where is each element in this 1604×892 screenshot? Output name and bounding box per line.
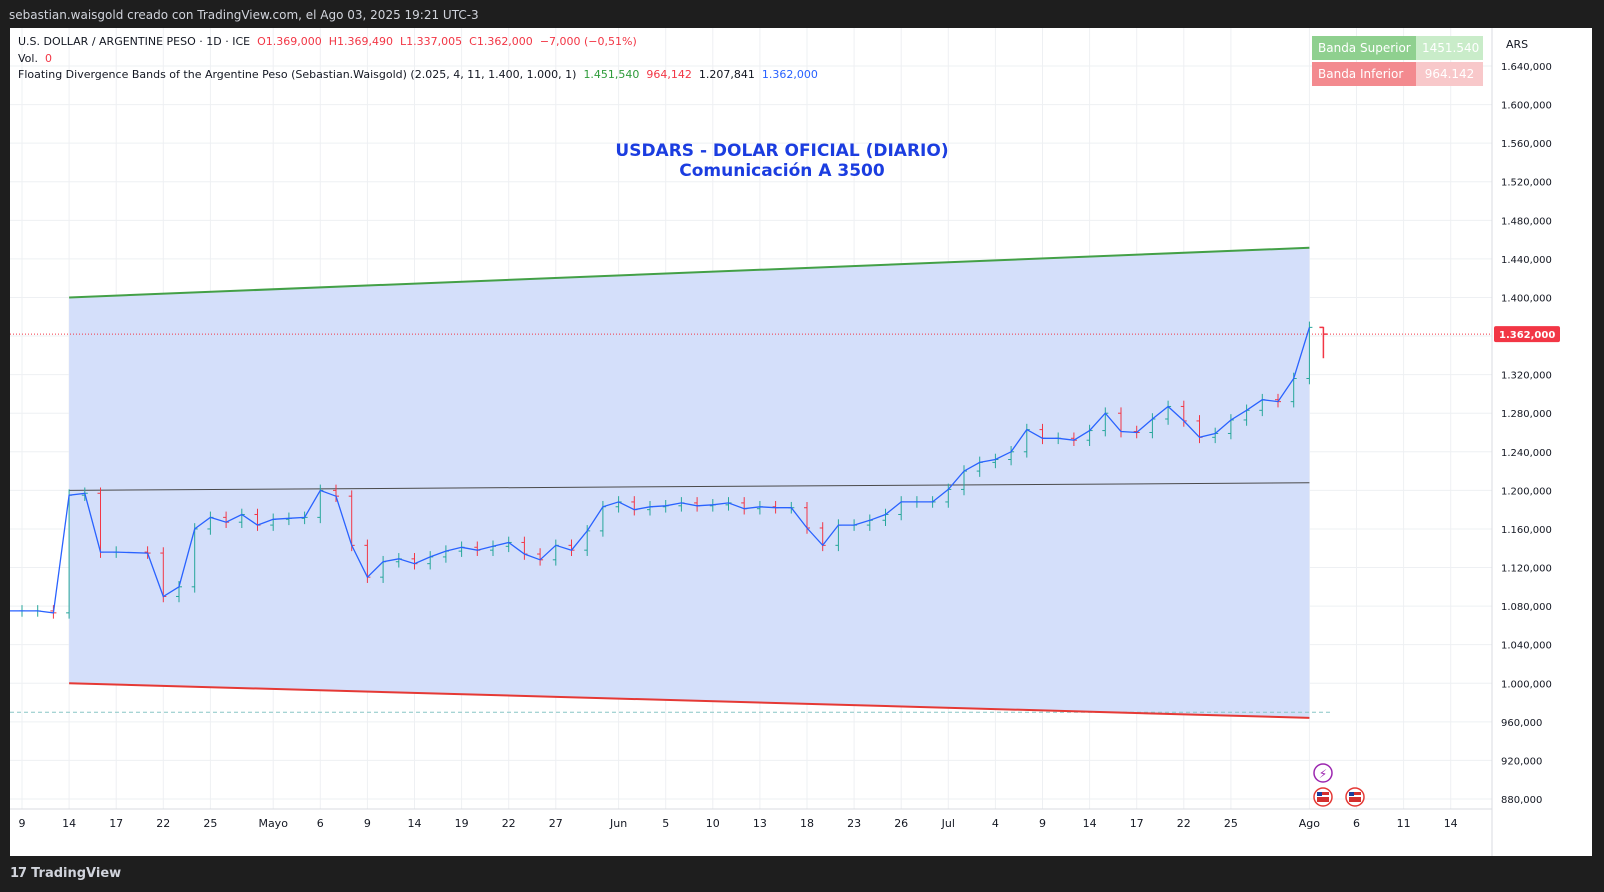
x-tick-label: 22 xyxy=(156,817,170,830)
y-tick-label: 1.600,000 xyxy=(1501,101,1552,112)
open-value: O1.369,000 xyxy=(257,35,322,48)
indicator-mid-value: 1.207,841 xyxy=(698,68,755,81)
x-tick-label: Mayo xyxy=(258,817,288,830)
y-tick-label: 1.560,000 xyxy=(1501,139,1552,150)
y-tick-label: 1.040,000 xyxy=(1501,641,1552,652)
x-tick-label: 22 xyxy=(1177,817,1191,830)
mid-band-line xyxy=(69,482,1310,491)
legend: U.S. DOLLAR / ARGENTINE PESO · 1D · ICE … xyxy=(18,34,818,84)
x-tick-label: 23 xyxy=(847,817,861,830)
x-tick-label: 9 xyxy=(364,817,371,830)
x-tick-label: 6 xyxy=(1353,817,1360,830)
y-tick-label: 1.480,000 xyxy=(1501,216,1552,227)
y-tick-label: 1.400,000 xyxy=(1501,293,1552,304)
last-price-label: 1.362,000 xyxy=(1499,330,1555,341)
y-tick-label: 960,000 xyxy=(1501,718,1542,729)
x-tick-label: 14 xyxy=(408,817,422,830)
chart-subtitle: Comunicación A 3500 xyxy=(679,161,885,181)
y-tick-label: 880,000 xyxy=(1501,795,1542,806)
y-tick-label: 1.240,000 xyxy=(1501,448,1552,459)
x-tick-label: 17 xyxy=(109,817,123,830)
tradingview-logo[interactable]: 17 TradingView xyxy=(10,866,121,881)
x-tick-label: 17 xyxy=(1130,817,1144,830)
y-tick-label: 1.000,000 xyxy=(1501,679,1552,690)
upper-band-value: 1451.540 xyxy=(1416,36,1483,60)
high-value: H1.369,490 xyxy=(328,35,394,48)
x-tick-label: 25 xyxy=(1224,817,1238,830)
header-bar: sebastian.waisgold creado con TradingVie… xyxy=(0,0,1604,28)
us-flag-stripe-white xyxy=(1317,795,1329,797)
symbol-legend-row: U.S. DOLLAR / ARGENTINE PESO · 1D · ICE … xyxy=(18,34,818,51)
currency-label: ARS xyxy=(1506,38,1528,51)
upper-band-label: Banda Superior xyxy=(1312,36,1416,60)
x-tick-label: 19 xyxy=(455,817,469,830)
header-text: sebastian.waisgold creado con TradingVie… xyxy=(9,8,479,22)
y-tick-label: 1.160,000 xyxy=(1501,525,1552,536)
us-flag-canton xyxy=(1349,792,1354,796)
indicator-upper-value: 1.451,540 xyxy=(583,68,640,81)
last-price-badge xyxy=(1494,326,1560,343)
volume-value: 0 xyxy=(44,51,52,65)
x-tick-label: 14 xyxy=(1444,817,1458,830)
price-line xyxy=(10,327,1311,614)
band-fill-area xyxy=(69,247,1310,718)
indicator-legend-row: Floating Divergence Bands of the Argenti… xyxy=(18,67,818,84)
x-tick-label: 6 xyxy=(317,817,324,830)
x-tick-label: Jun xyxy=(609,817,627,830)
y-tick-label: 1.520,000 xyxy=(1501,178,1552,189)
lower-band-line xyxy=(69,682,1310,719)
y-tick-label: 1.120,000 xyxy=(1501,564,1552,575)
price-scale-background xyxy=(1492,28,1592,856)
volume-label[interactable]: Vol. xyxy=(18,51,38,65)
flash-event-icon xyxy=(1313,763,1333,783)
lower-band-label: Banda Inferior xyxy=(1312,62,1416,86)
symbol-name[interactable]: U.S. DOLLAR / ARGENTINE PESO · 1D · ICE xyxy=(18,35,251,48)
x-tick-label: 22 xyxy=(502,817,516,830)
x-tick-label: Ago xyxy=(1299,817,1321,830)
flash-event-glyph: ⚡ xyxy=(1319,767,1327,781)
us-flag-stripe-white xyxy=(1349,795,1361,797)
us-flag-canton xyxy=(1317,792,1322,796)
x-tick-label: 14 xyxy=(1083,817,1097,830)
x-tick-label: 18 xyxy=(800,817,814,830)
chart-title: USDARS - DOLAR OFICIAL (DIARIO) xyxy=(615,141,948,161)
x-tick-label: 4 xyxy=(992,817,999,830)
low-value: L1.337,005 xyxy=(400,35,463,48)
close-value: C1.362,000 xyxy=(469,35,533,48)
x-tick-label: 27 xyxy=(549,817,563,830)
price-chart[interactable]: ARS 880,000 920,000 960,000 1.000,000 1.040,0… xyxy=(10,28,1592,856)
x-tick-label: Jul xyxy=(941,817,955,830)
y-tick-label: 1.640,000 xyxy=(1501,62,1552,73)
lower-band-value: 964.142 xyxy=(1416,62,1483,86)
x-tick-label: 11 xyxy=(1397,817,1411,830)
tradingview-logo-icon: 17 xyxy=(10,866,27,881)
y-tick-label: 1.440,000 xyxy=(1501,255,1552,266)
x-tick-label: 9 xyxy=(19,817,26,830)
y-tick-label: 1.080,000 xyxy=(1501,602,1552,613)
indicator-lower-value: 964,142 xyxy=(646,68,692,81)
y-tick-label: 1.320,000 xyxy=(1501,371,1552,382)
indicator-price-value: 1.362,000 xyxy=(761,68,818,81)
x-tick-label: 14 xyxy=(62,817,76,830)
y-tick-label: 1.200,000 xyxy=(1501,486,1552,497)
change-value: −7,000 (−0,51%) xyxy=(539,35,637,48)
x-tick-label: 9 xyxy=(1039,817,1046,830)
x-tick-label: 10 xyxy=(706,817,720,830)
chart-area[interactable]: ARS 880,000 920,000 960,000 1.000,000 1.040,0… xyxy=(10,28,1592,856)
volume-legend-row: Vol. 0 xyxy=(18,51,818,68)
x-tick-label: 13 xyxy=(753,817,767,830)
upper-band-line xyxy=(69,246,1310,299)
x-tick-label: 26 xyxy=(894,817,908,830)
x-tick-label: 5 xyxy=(662,817,669,830)
indicator-name[interactable]: Floating Divergence Bands of the Argenti… xyxy=(18,68,577,81)
footer-bar: 17 TradingView xyxy=(0,856,1604,892)
tradingview-wordmark: TradingView xyxy=(31,866,122,881)
y-tick-label: 1.280,000 xyxy=(1501,409,1552,420)
y-tick-label: 920,000 xyxy=(1501,756,1542,767)
x-tick-label: 25 xyxy=(203,817,217,830)
